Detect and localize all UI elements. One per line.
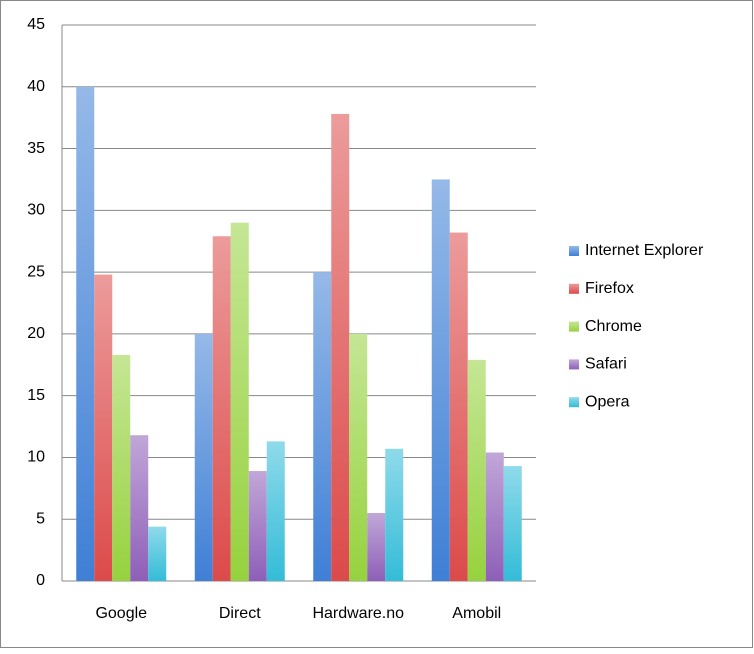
y-tick-label: 40 — [27, 78, 45, 95]
x-tick-label: Direct — [219, 605, 261, 622]
legend-label: Chrome — [585, 318, 642, 335]
y-tick-label: 5 — [36, 510, 45, 527]
y-tick-label: 30 — [27, 202, 45, 219]
legend-swatch — [569, 397, 579, 408]
bar — [449, 232, 468, 581]
y-tick-label: 20 — [27, 325, 45, 342]
legend-label: Safari — [585, 356, 627, 373]
y-tick-label: 25 — [27, 263, 45, 280]
bar — [230, 222, 249, 581]
legend-swatch — [569, 359, 579, 370]
bar — [485, 452, 504, 581]
bar — [112, 354, 131, 581]
bar — [431, 179, 450, 581]
bar — [467, 359, 486, 581]
bar — [94, 274, 113, 581]
y-tick-label: 10 — [27, 449, 45, 466]
bar — [76, 86, 95, 582]
legend-label: Internet Explorer — [585, 242, 704, 259]
bar — [248, 471, 267, 581]
y-tick-label: 15 — [27, 387, 45, 404]
bar — [331, 113, 350, 582]
legend-label: Opera — [585, 393, 630, 410]
x-tick-label: Google — [95, 605, 147, 622]
bar — [349, 333, 368, 581]
bar — [130, 435, 149, 581]
x-tick-label: Amobil — [452, 605, 501, 622]
bar — [313, 272, 332, 581]
legend-swatch — [569, 246, 579, 256]
x-tick-label: Hardware.no — [312, 605, 404, 622]
legend-label: Firefox — [585, 280, 634, 297]
y-tick-label: 0 — [36, 572, 45, 589]
bar — [148, 526, 167, 581]
bar — [212, 236, 231, 581]
bar — [367, 513, 386, 581]
y-tick-label: 35 — [27, 140, 45, 157]
bar — [194, 333, 213, 581]
y-tick-label: 45 — [27, 16, 45, 33]
bar — [266, 441, 285, 581]
bar — [503, 466, 522, 581]
bar — [385, 448, 404, 581]
legend-swatch — [569, 321, 579, 332]
legend-swatch — [569, 283, 579, 294]
